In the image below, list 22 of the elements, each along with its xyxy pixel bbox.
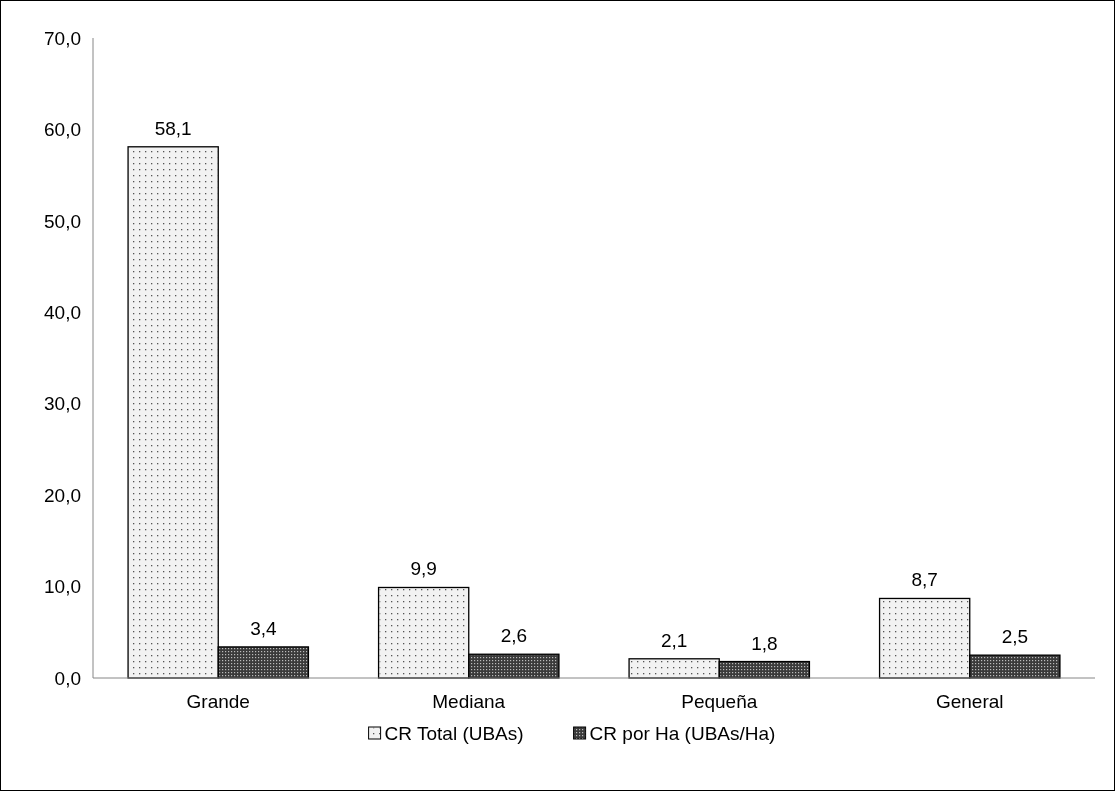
y-tick-label: 0,0: [54, 667, 81, 689]
y-tick-label: 70,0: [44, 27, 81, 49]
legend-label: CR Total (UBAs): [384, 722, 524, 744]
legend-label: CR por Ha (UBAs/Ha): [589, 722, 776, 744]
x-tick-label: General: [935, 691, 1004, 712]
data-label: 1,8: [751, 632, 778, 654]
y-tick-label: 30,0: [44, 393, 81, 415]
y-tick-label: 20,0: [44, 484, 81, 506]
x-tick-label: Mediana: [432, 691, 506, 712]
data-label: 58,1: [154, 117, 192, 139]
x-tick-label: Pequeña: [681, 691, 758, 712]
data-label: 3,4: [250, 617, 277, 639]
y-tick-label: 40,0: [44, 301, 81, 323]
data-label: 2,6: [500, 625, 528, 647]
data-label: 8,7: [911, 569, 938, 591]
data-label: 2,5: [1001, 626, 1029, 648]
y-tick-label: 60,0: [44, 119, 81, 141]
y-tick-label: 50,0: [44, 210, 81, 232]
data-label: 2,1: [660, 629, 688, 651]
x-tick-label: Grande: [186, 691, 250, 712]
data-label: 9,9: [410, 558, 437, 580]
y-tick-label: 10,0: [44, 576, 81, 598]
